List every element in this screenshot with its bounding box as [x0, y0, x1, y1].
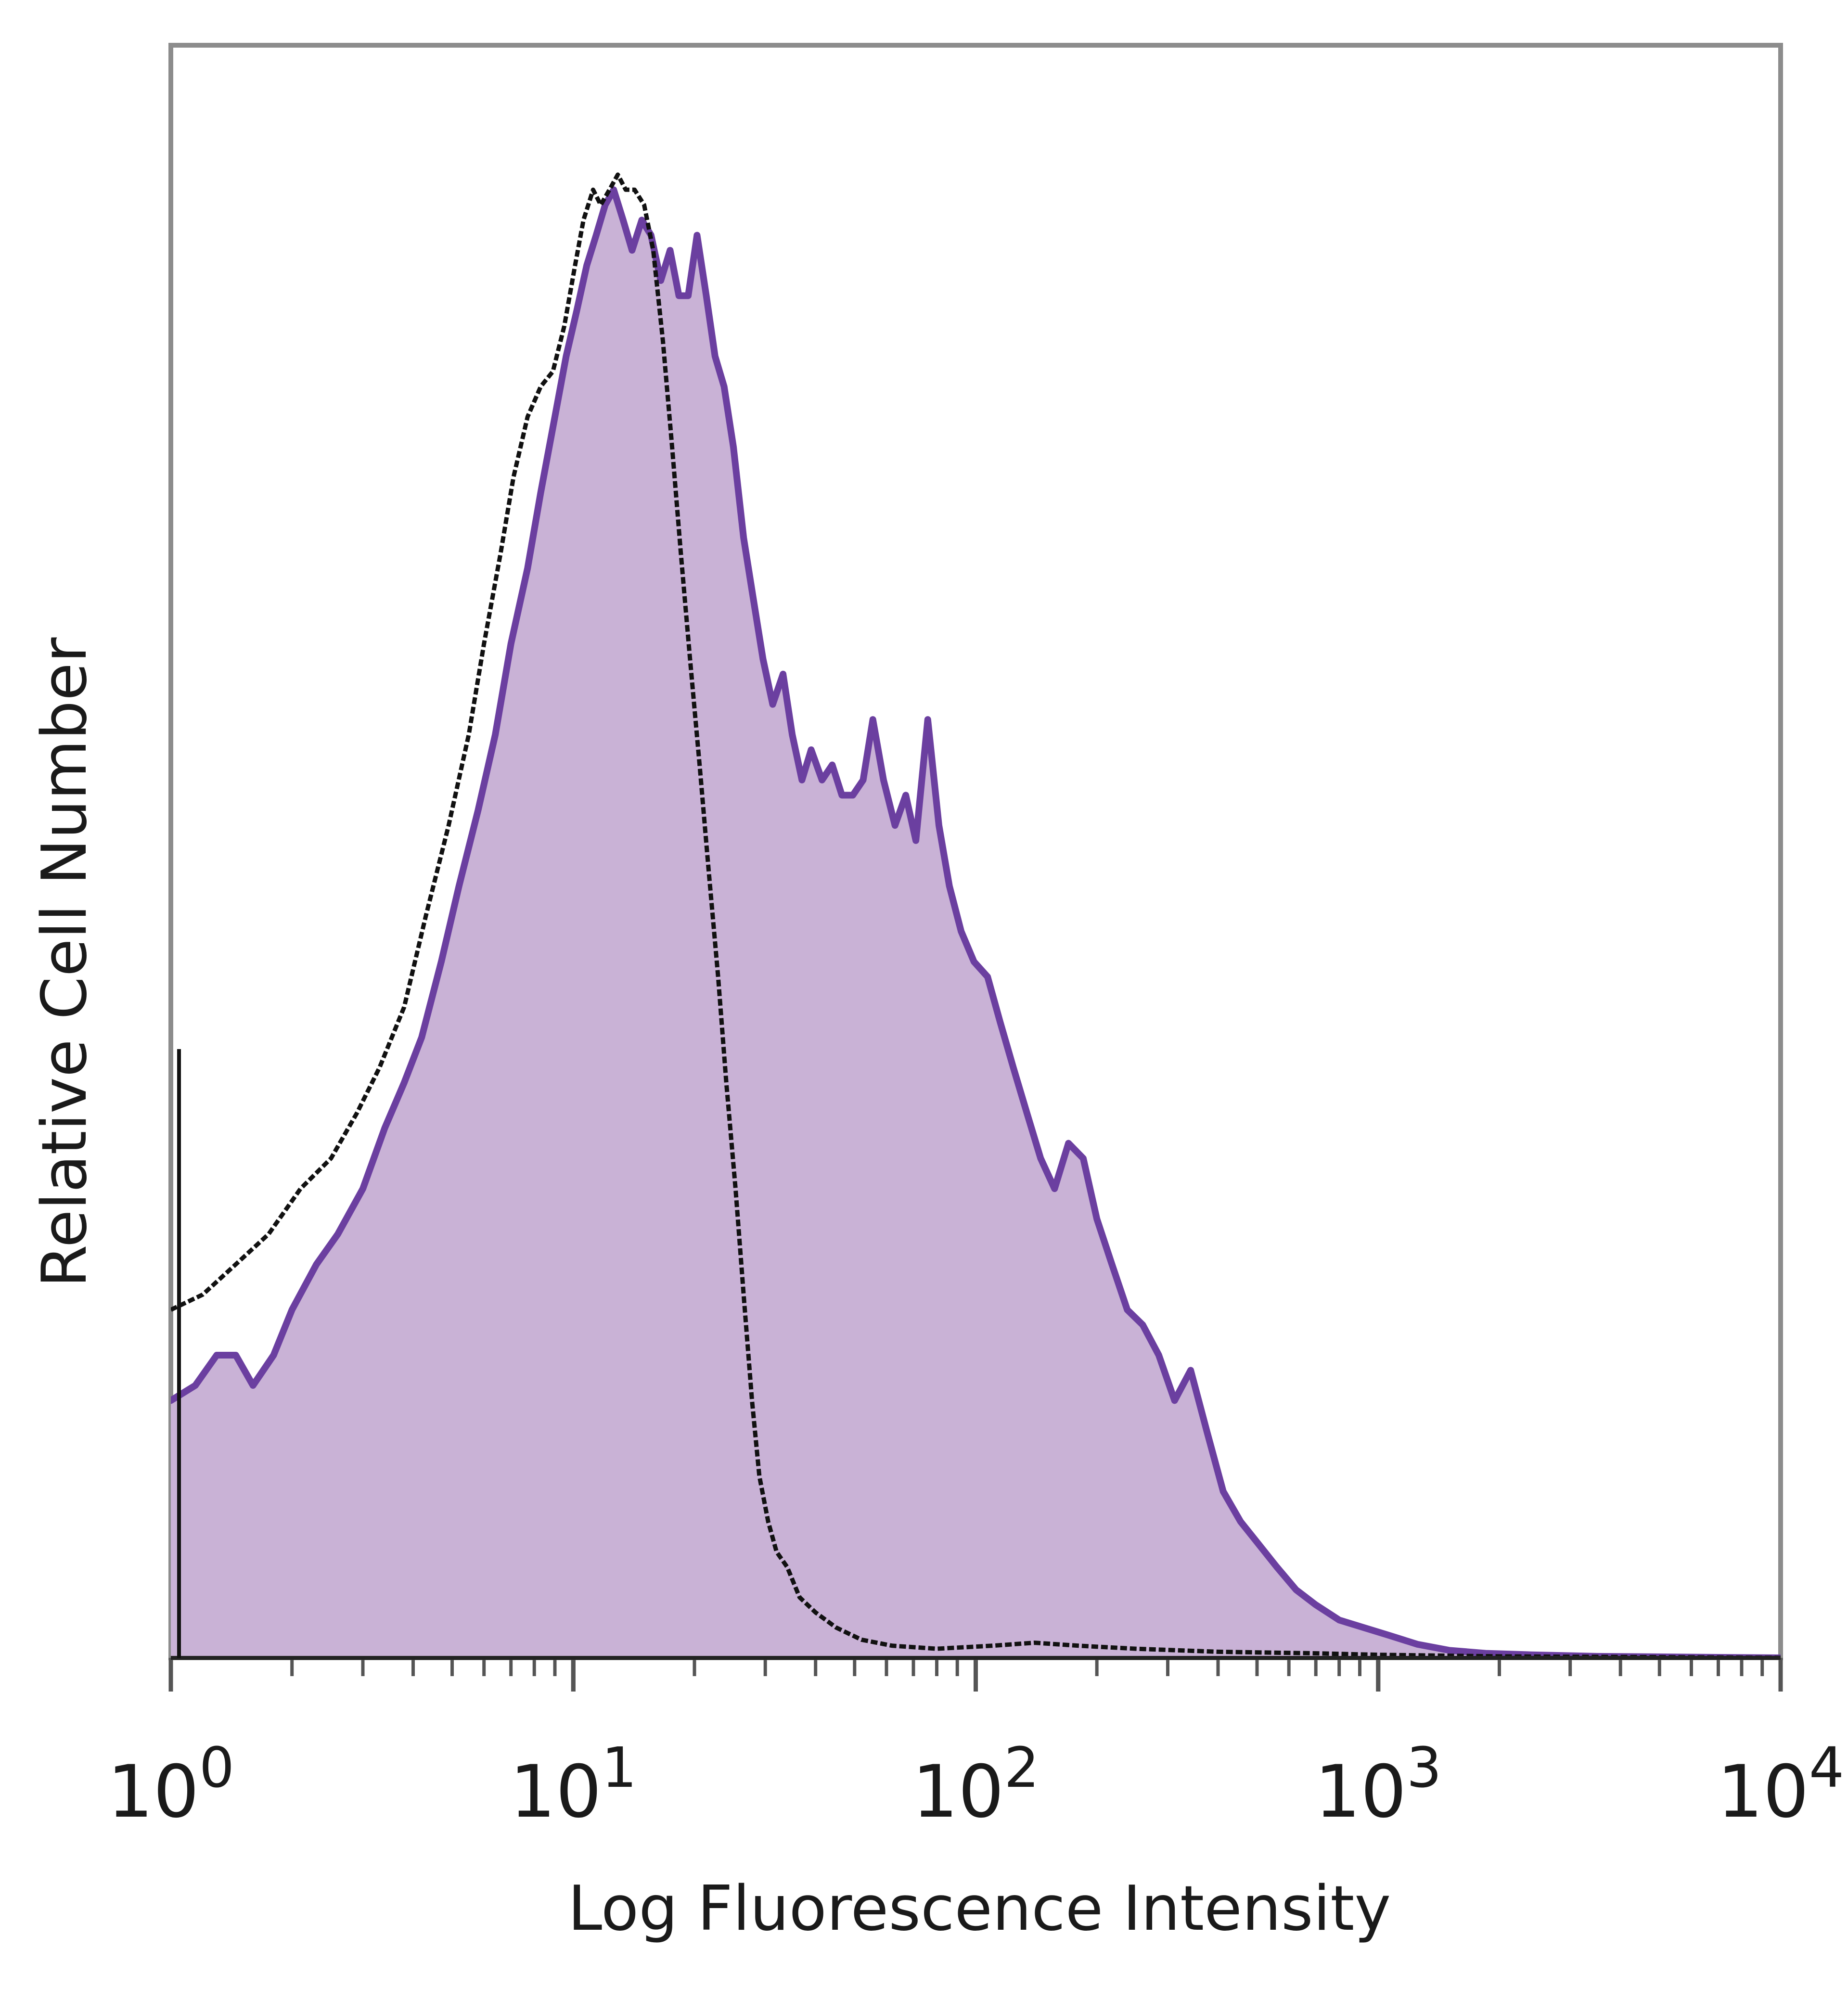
x-tick-label: 102 [912, 1736, 1039, 1834]
x-ticks [168, 1658, 1783, 1692]
x-tick-label: 100 [107, 1736, 234, 1834]
y-axis-label: Relative Cell Number [29, 637, 101, 1287]
x-tick-label: 103 [1315, 1736, 1442, 1834]
x-tick-label: 101 [510, 1736, 637, 1834]
x-tick-label: 104 [1717, 1736, 1844, 1834]
series-0-fill [171, 190, 1781, 1658]
series-1-line [171, 172, 1781, 1658]
x-axis-label: Log Fluorescence Intensity [568, 1873, 1391, 1945]
series-layer [171, 172, 1781, 1658]
series-0-line [171, 186, 1781, 1658]
x-tick-labels: 100 101 102 103 104 [107, 1736, 1844, 1834]
